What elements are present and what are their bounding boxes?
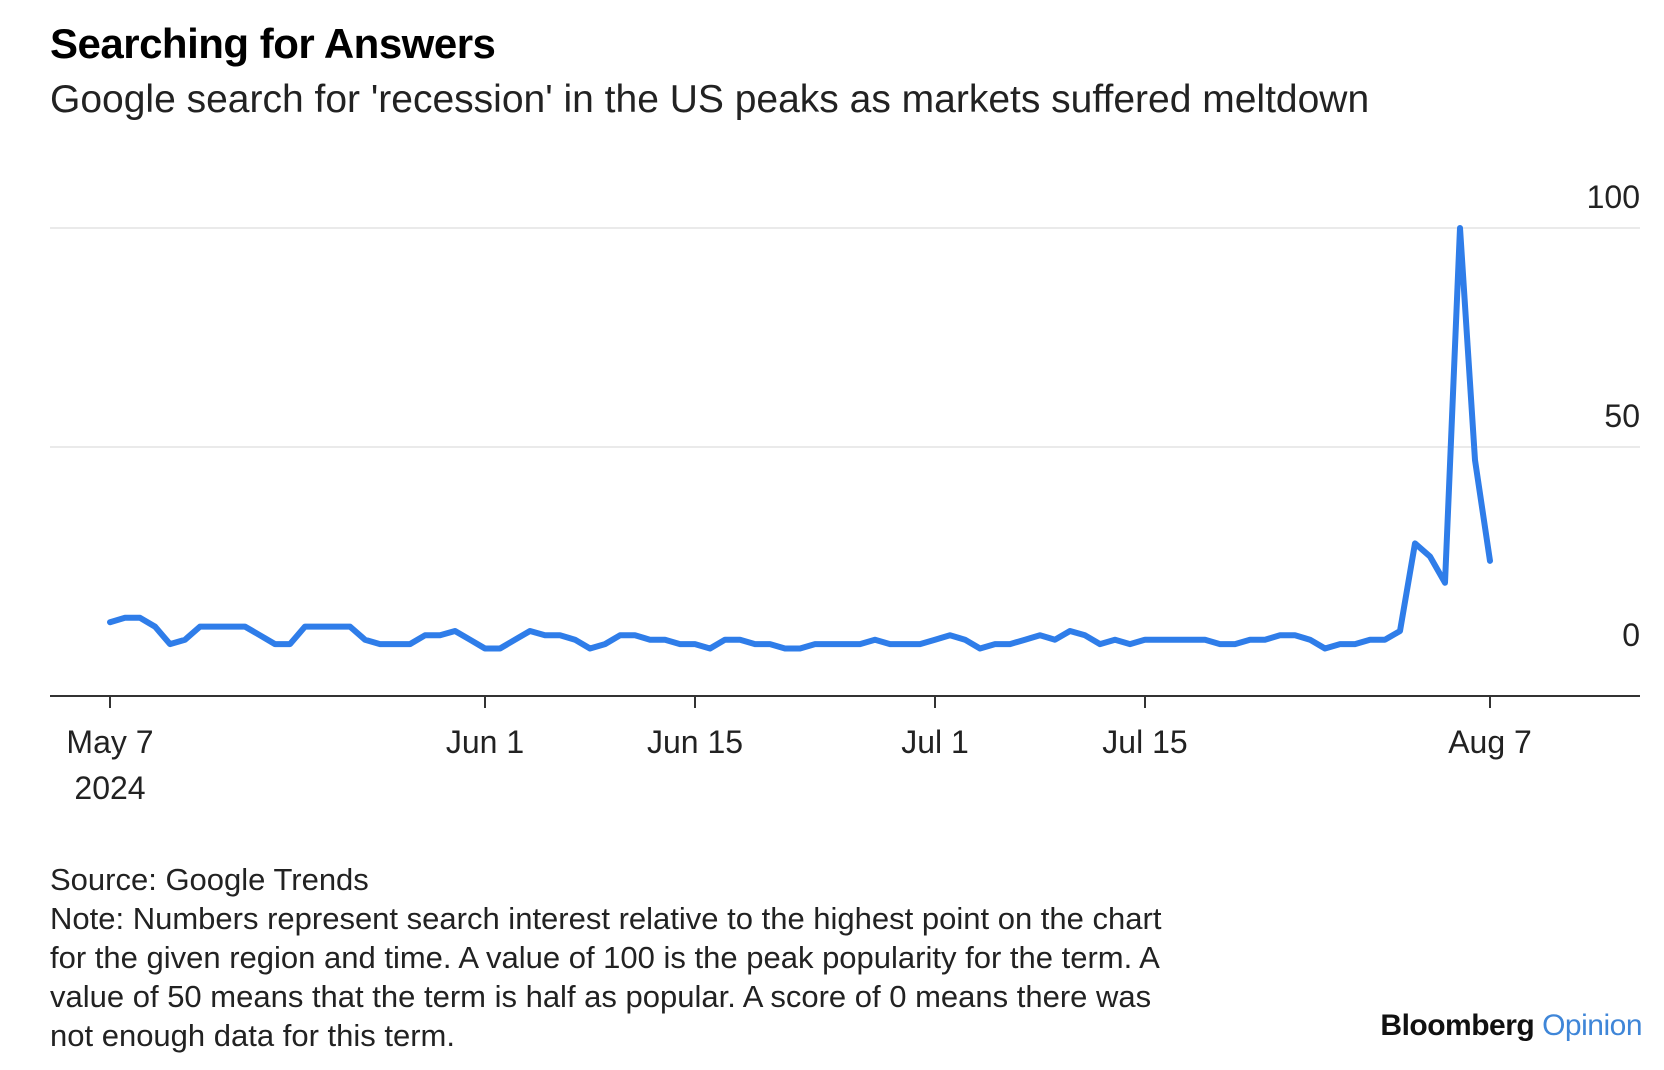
line-chart: 100 50 0 May 7 2024 Jun 1 Jun 15 Jul 1 Jul 15 Au…: [50, 179, 1640, 806]
x-tick-label-2024-08-07: Aug 7: [1448, 724, 1532, 760]
bloomberg-opinion-logo: Bloomberg Opinion: [1380, 1009, 1642, 1043]
y-tick-label-0: 0: [1622, 617, 1640, 653]
x-tick-label-2024-07-01: Jul 1: [901, 724, 969, 760]
source-note: Source: Google Trends: [50, 862, 369, 897]
x-tick-label-2024-06-15: Jun 15: [647, 724, 743, 760]
y-tick-label-100: 100: [1587, 179, 1640, 215]
brand-name: Bloomberg: [1380, 1009, 1535, 1042]
y-tick-label-50: 50: [1604, 398, 1640, 434]
x-tick-sublabel-year: 2024: [74, 770, 145, 806]
note-line-3: value of 50 means that the term is half …: [50, 979, 1152, 1014]
x-tick-label-2024-07-15: Jul 15: [1102, 724, 1187, 760]
note-line-2: for the given region and time. A value o…: [50, 940, 1160, 975]
x-axis-ticks: May 7 2024 Jun 1 Jun 15 Jul 1 Jul 15 Aug 7: [66, 696, 1532, 806]
chart-footer: Source: Google Trends Note: Numbers repr…: [50, 860, 1350, 1055]
note-line-1: Note: Numbers represent search interest …: [50, 901, 1162, 936]
note-line-4: not enough data for this term.: [50, 1018, 455, 1053]
gridlines: [50, 227, 1640, 448]
brand-section: Opinion: [1542, 1009, 1642, 1042]
series-line-recession-search-interest: [107, 225, 1493, 652]
x-tick-label-2024-05-07: May 7: [66, 724, 153, 760]
chart-title: Searching for Answers: [50, 20, 496, 67]
chart-subtitle: Google search for 'recession' in the US …: [50, 78, 1370, 121]
x-tick-label-2024-06-01: Jun 1: [446, 724, 524, 760]
y-axis-ticks: 100 50 0: [1587, 179, 1640, 653]
